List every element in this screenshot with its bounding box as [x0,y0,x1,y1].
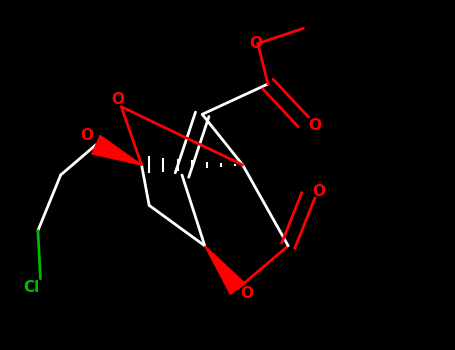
Text: O: O [249,36,262,51]
Text: O: O [312,184,325,199]
Text: O: O [81,128,93,143]
Polygon shape [92,135,142,165]
Text: O: O [111,92,124,107]
Polygon shape [205,246,245,294]
Text: O: O [308,118,321,133]
Text: Cl: Cl [23,280,40,295]
Text: O: O [240,286,253,301]
